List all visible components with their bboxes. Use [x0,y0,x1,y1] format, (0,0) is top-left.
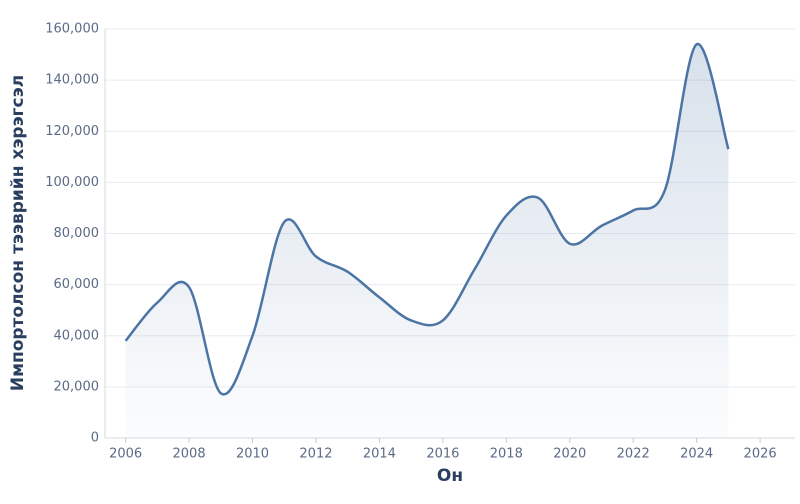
y-tick-label: 0 [91,431,99,446]
x-tick-label: 2020 [553,447,586,462]
area-fill [125,43,729,438]
y-tick-label: 60,000 [54,277,100,292]
y-tick-label: 100,000 [45,175,99,190]
x-tick-label: 2012 [299,447,332,462]
y-tick-label: 160,000 [45,22,99,37]
x-tick-label: 2008 [173,447,206,462]
x-tick-label: 2024 [680,447,713,462]
x-tick-label: 2022 [617,447,650,462]
x-tick-label: 2016 [426,447,459,462]
y-tick-label: 140,000 [45,73,99,88]
y-tick-label: 80,000 [54,226,100,241]
x-tick-label: 2010 [236,447,269,462]
y-tick-label: 20,000 [54,379,100,394]
x-tick-label: 2014 [363,447,396,462]
x-tick-label: 2006 [109,447,142,462]
x-tick-label: 2018 [490,447,523,462]
x-tick-label: 2026 [744,447,777,462]
x-axis-title: Он [437,466,463,486]
y-tick-label: 40,000 [54,328,100,343]
line [124,43,730,396]
y-axis-title: Импортолсон тээврийн хэрэгсэл [8,75,28,391]
y-tick-label: 120,000 [45,124,99,139]
